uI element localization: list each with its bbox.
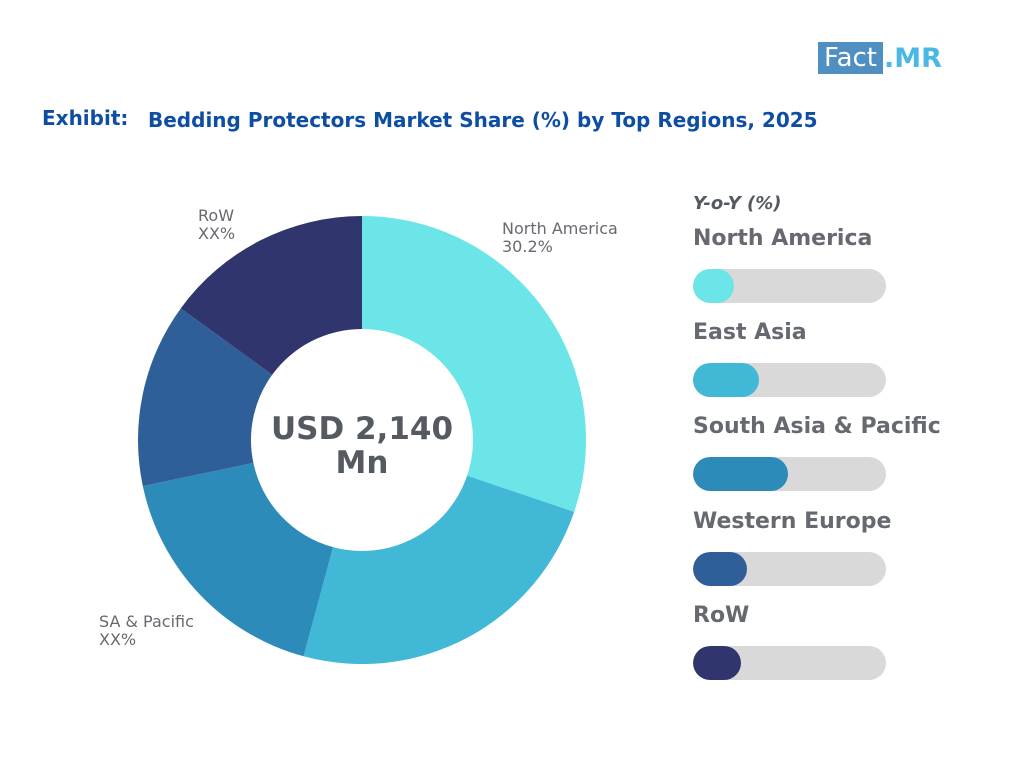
- donut-slice-row: [180, 216, 362, 375]
- exhibit-label: Exhibit:: [42, 106, 129, 130]
- yoy-item-south-asia-pacific: South Asia & Pacific: [693, 414, 993, 491]
- yoy-bar-fill: [693, 552, 748, 586]
- yoy-bar-track: [693, 457, 886, 491]
- slice-label-north-america: North America 30.2%: [502, 220, 618, 256]
- yoy-bar-track: [693, 646, 886, 680]
- yoy-bar-fill: [693, 269, 734, 303]
- yoy-item-label: East Asia: [693, 320, 807, 345]
- slice-label-name: RoW: [198, 206, 235, 225]
- yoy-item-western-europe: Western Europe: [693, 509, 993, 586]
- yoy-item-label: RoW: [693, 603, 750, 628]
- yoy-item-east-asia: East Asia: [693, 320, 993, 397]
- yoy-bar-fill: [693, 457, 788, 491]
- slice-label-name: SA & Pacific: [99, 612, 194, 631]
- donut-slice-north-america: [362, 216, 586, 512]
- logo-rest-text: .MR: [884, 42, 942, 74]
- yoy-item-label: Western Europe: [693, 509, 892, 534]
- yoy-item-row: RoW: [693, 603, 993, 680]
- yoy-title: Y-o-Y (%): [693, 193, 782, 214]
- factmr-logo: Fact .MR: [818, 42, 942, 74]
- yoy-bar-fill: [693, 646, 742, 680]
- donut-center-total: USD 2,140 Mn: [262, 412, 462, 480]
- slice-label-name: North America: [502, 219, 618, 238]
- yoy-bar-fill: [693, 363, 759, 397]
- center-unit: Mn: [335, 445, 389, 481]
- slice-label-row: RoW XX%: [198, 207, 235, 243]
- yoy-item-label: South Asia & Pacific: [693, 414, 941, 439]
- logo-box-text: Fact: [818, 42, 883, 74]
- donut-slice-south-asia-pacific: [142, 462, 334, 657]
- chart-title: Bedding Protectors Market Share (%) by T…: [148, 108, 818, 132]
- yoy-bar-track: [693, 552, 886, 586]
- slice-label-value: 30.2%: [502, 237, 553, 256]
- donut-slice-western-europe: [138, 308, 273, 487]
- slice-label-sa-pacific: SA & Pacific XX%: [99, 613, 194, 649]
- donut-slice-east-asia: [303, 475, 575, 665]
- yoy-bar-track: [693, 363, 886, 397]
- yoy-bar-track: [693, 269, 886, 303]
- yoy-item-label: North America: [693, 226, 873, 251]
- slice-label-value: XX%: [99, 630, 137, 649]
- yoy-item-north-america: North America: [693, 226, 993, 303]
- center-value: USD 2,140: [270, 411, 454, 447]
- slice-label-value: XX%: [198, 224, 236, 243]
